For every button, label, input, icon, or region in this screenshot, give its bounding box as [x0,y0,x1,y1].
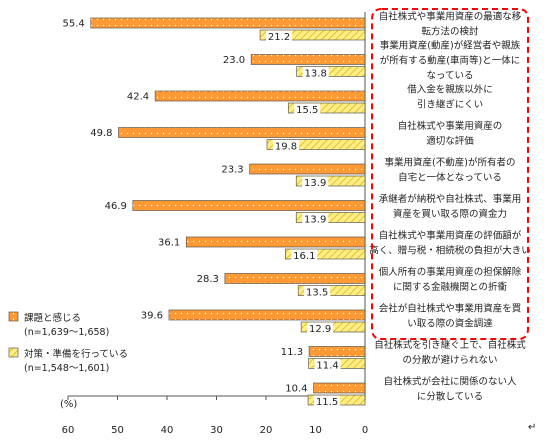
category-label: が所有する動産(車両等)と一体に [380,55,520,67]
legend: 課題と感じる (n=1,639〜1,658) 対策・準備を行っている (n=1,… [8,311,128,374]
bar-series-1 [224,273,366,284]
value-label-series-2: 11.5 [316,397,338,408]
value-label-series-1: 23.3 [221,165,243,176]
legend-sample-series-1: (n=1,639〜1,658) [24,327,109,338]
category-labels-layer: 自社株式や事業用資産の最適な移転方法の検討事業用資産(動産)が経営者や親族が所有… [369,11,531,403]
category-label: 会社が自社株式や事業用資産を買 [379,303,522,315]
category-label: に関する金融機関との折衝 [393,281,507,293]
value-label-series-2: 11.4 [316,361,338,372]
bar-series-2 [287,102,366,114]
value-label-bg [291,249,318,261]
bar-series-1 [168,309,366,321]
value-label-bg [266,30,293,42]
x-tick-label: 60 [62,425,75,436]
bar-series-1 [118,127,366,138]
x-tick-label: 20 [260,425,273,436]
value-label-series-2: 13.5 [306,288,328,299]
value-label-series-2: 19.8 [275,142,297,153]
category-label: 承継者が納税や自社株式、事業用 [379,193,522,205]
value-label-series-2: 12.9 [309,324,331,335]
category-label: 事業用資産(不動産)が所有者の [385,157,516,169]
category-label: 借入金を親族以外に [407,84,493,96]
x-tick-label: 0 [362,425,368,436]
legend-swatch-series-1 [8,311,19,322]
unit-label: (%) [60,399,77,410]
value-label-series-1: 36.1 [158,238,180,249]
value-label-series-1: 11.3 [281,347,303,358]
value-label-series-1: 46.9 [105,201,127,212]
value-label-series-1: 49.8 [90,128,112,139]
highlight-border [371,8,529,340]
bar-series-1 [132,200,366,211]
category-label: の分散が避けられない [402,354,497,366]
x-tick-label: 10 [309,425,322,436]
value-label-series-2: 15.5 [296,105,318,116]
bar-series-1 [186,236,366,248]
bar-series-1 [249,163,366,175]
category-label: 自宅と一体となっている [398,172,502,184]
value-label-bg [302,176,329,188]
category-label: 自社株式や事業用資産の最適な移 [379,11,522,23]
corner-mark: ↵ [528,422,536,433]
value-label-bg [304,286,331,297]
bar-series-1 [154,90,366,102]
category-label: 個人所有の事業用資産の担保解除 [379,266,522,278]
x-tick-label: 30 [210,425,223,436]
bar-series-2 [296,66,366,77]
value-label-series-2: 21.2 [268,32,290,43]
bar-series-2 [266,139,366,150]
value-label-series-1: 10.4 [285,384,307,395]
bar-series-2 [285,248,366,260]
value-label-bg [272,140,299,151]
value-label-bg [302,67,329,78]
category-label: に分散している [417,391,483,403]
value-label-series-1: 55.4 [63,19,85,30]
x-tick-label: 50 [111,425,124,436]
legend-sample-series-2: (n=1,548〜1,601) [24,363,109,374]
value-label-series-2: 16.1 [293,251,315,262]
category-label: い取る際の資金調達 [407,318,493,330]
category-label: 引き継ぎにくい [417,99,483,111]
category-label: 適切な評価 [426,135,474,147]
bar-series-1 [90,17,366,29]
category-label: 自社株式や事業用資産の評価額が [379,230,522,242]
bar-series-2 [295,175,366,187]
category-label: 高く、贈与税・相続税の負担が大きい [369,245,531,257]
bar-series-2 [297,285,366,296]
legend-swatch-series-2 [8,347,19,358]
category-label: なっている [426,71,473,82]
legend-label-series-1: 課題と感じる [24,312,81,324]
x-tick-label: 40 [161,425,174,436]
category-label: 自社株式が会社に関係のない人 [383,376,517,388]
value-labels-layer: 55.4 21.2 23.0 13.8 42.4 15.5 49.8 19.8 23.3 13.9… [63,19,341,408]
value-label-series-1: 42.4 [127,92,149,103]
value-label-series-1: 39.6 [141,311,163,322]
value-label-bg [314,359,341,370]
bar-series-1 [313,382,366,394]
category-label: 自社株式を引き継ぐ上で、自社株式 [374,339,526,351]
legend-label-series-2: 対策・準備を行っている [24,348,128,360]
bar-series-1 [250,54,366,65]
bars-layer [90,17,366,406]
bar-series-1 [308,346,366,357]
value-label-bg [302,213,329,224]
category-label: 事業用資産(動産)が経営者や親族 [380,40,521,52]
value-label-series-2: 13.9 [304,215,326,226]
value-label-series-2: 13.8 [305,69,327,80]
value-label-bg [294,103,321,115]
value-label-series-1: 28.3 [197,274,219,285]
value-label-bg [307,322,334,334]
category-label: 転方法の検討 [421,26,479,38]
bar-series-2 [295,212,366,223]
bar-series-2 [259,29,366,41]
value-label-series-1: 23.0 [223,55,245,66]
value-label-series-2: 13.9 [304,178,326,189]
category-label: 自社株式や事業用資産の [398,120,503,132]
value-label-bg [314,395,341,407]
category-label: 資産を買い取る際の資金力 [393,208,507,220]
